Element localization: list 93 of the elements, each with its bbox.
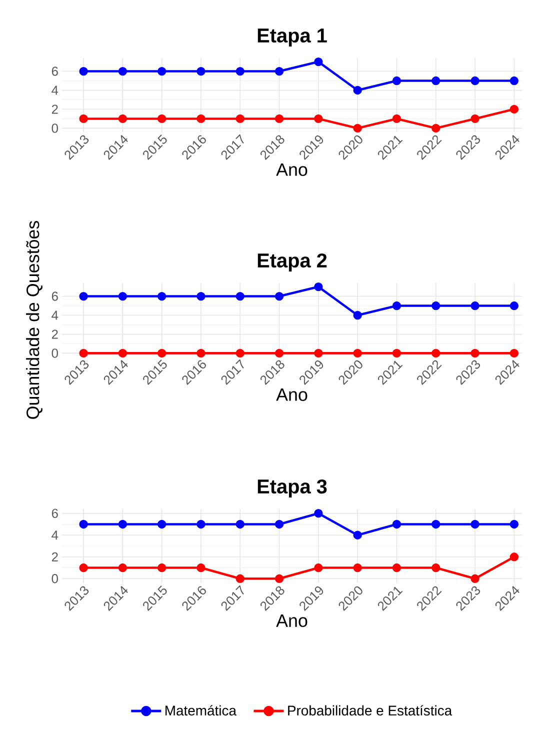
point: [510, 552, 519, 562]
point: [392, 563, 402, 572]
y-tick-label: 6: [52, 508, 58, 518]
point: [236, 66, 244, 76]
point: [79, 563, 88, 572]
point: [392, 301, 402, 310]
y-tick-label: 6: [52, 66, 58, 76]
point: [79, 348, 88, 358]
point: [470, 348, 480, 358]
y-tick-label: 4: [52, 310, 58, 320]
y-axis-title: Quantidade de Questões: [26, 220, 42, 419]
y-tick-label: 2: [52, 552, 58, 562]
point: [118, 348, 128, 358]
x-axis-title: Ano: [276, 163, 308, 176]
point: [196, 292, 206, 301]
point: [432, 301, 440, 310]
point: [432, 563, 440, 572]
point: [274, 292, 284, 301]
y-tick-label: 6: [52, 292, 58, 301]
point: [118, 292, 128, 301]
chart-title: Etapa 2: [258, 253, 327, 272]
point: [118, 66, 128, 76]
legend-label: Probabilidade e Estatística: [288, 705, 452, 716]
point: [353, 348, 362, 358]
point: [196, 114, 206, 124]
point: [392, 348, 402, 358]
point: [510, 301, 519, 310]
point: [314, 563, 323, 572]
point: [158, 66, 166, 76]
point: [470, 520, 480, 529]
point: [79, 292, 88, 301]
point: [314, 509, 323, 518]
legend-label: Matemática: [166, 705, 236, 716]
point: [314, 114, 323, 124]
point: [392, 520, 402, 529]
point: [432, 76, 440, 86]
x-axis-title: Ano: [276, 388, 308, 401]
point: [470, 114, 480, 124]
point: [118, 563, 128, 572]
y-tick-label: 2: [52, 104, 58, 114]
point: [196, 563, 206, 572]
point: [274, 66, 284, 76]
point: [236, 114, 244, 124]
point: [158, 292, 166, 301]
point: [353, 86, 362, 95]
chart-title: Etapa 3: [258, 479, 327, 498]
point: [510, 348, 519, 358]
y-tick-label: 2: [52, 330, 58, 339]
point: [432, 124, 440, 133]
point: [196, 520, 206, 529]
point: [470, 574, 480, 583]
y-tick-label: 0: [52, 574, 58, 584]
x-axis-title: Ano: [276, 614, 308, 627]
point: [392, 114, 402, 124]
point: [158, 520, 166, 529]
point: [274, 114, 284, 124]
point: [314, 282, 323, 292]
point: [432, 348, 440, 358]
point: [314, 57, 323, 66]
point: [510, 76, 519, 86]
point: [236, 574, 244, 583]
point: [158, 348, 166, 358]
y-tick-label: 4: [52, 86, 58, 95]
point: [118, 520, 128, 529]
point: [392, 76, 402, 86]
y-tick-label: 4: [52, 530, 58, 540]
point: [79, 520, 88, 529]
point: [274, 520, 284, 529]
point: [353, 124, 362, 133]
point: [118, 114, 128, 124]
point: [432, 520, 440, 529]
point: [196, 348, 206, 358]
point: [510, 520, 519, 529]
point: [510, 104, 519, 114]
point: [274, 348, 284, 358]
point: [470, 76, 480, 86]
point: [353, 563, 362, 572]
point: [196, 66, 206, 76]
point: [274, 574, 284, 583]
point: [79, 66, 88, 76]
point: [236, 348, 244, 358]
point: [236, 520, 244, 529]
chart-title: Etapa 1: [258, 28, 327, 46]
point: [470, 301, 480, 310]
point: [353, 310, 362, 320]
point: [158, 114, 166, 124]
y-tick-label: 0: [52, 348, 58, 358]
point: [236, 292, 244, 301]
point: [79, 114, 88, 124]
point: [353, 530, 362, 540]
point: [314, 348, 323, 358]
y-tick-label: 0: [52, 124, 58, 133]
point: [158, 563, 166, 572]
